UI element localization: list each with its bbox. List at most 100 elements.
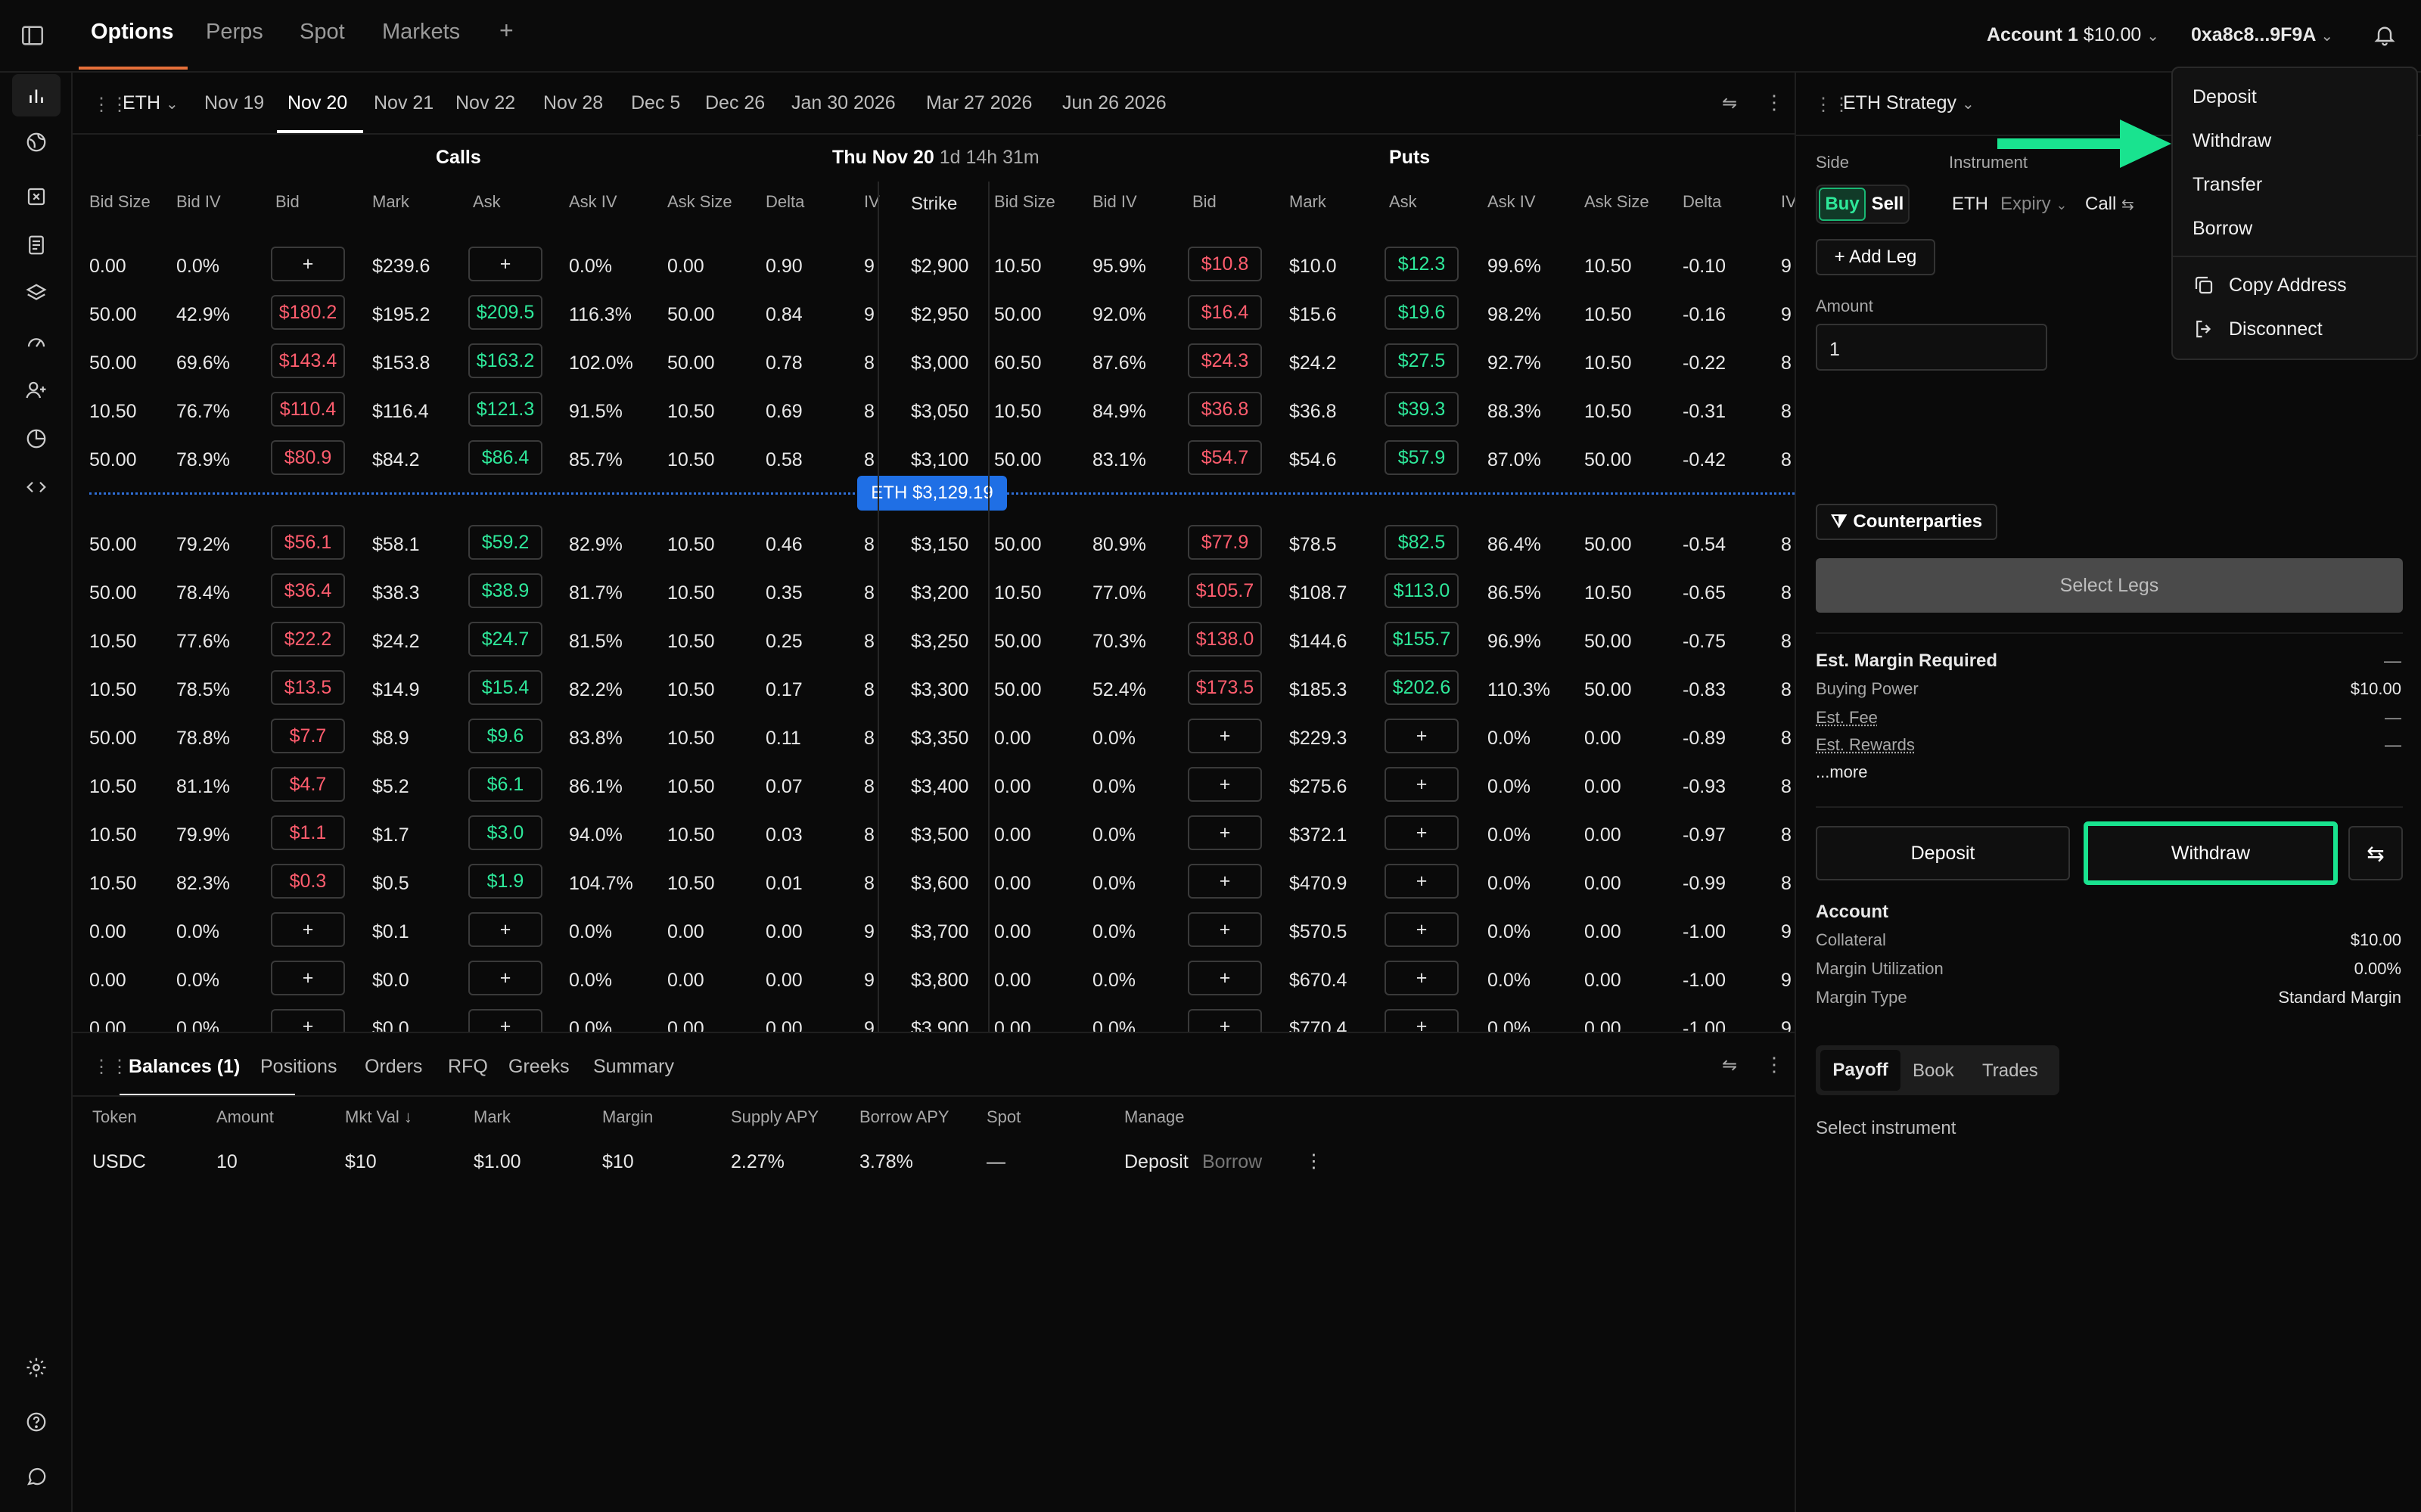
put-ask-button[interactable]: + (1385, 719, 1459, 753)
tab-trades[interactable]: Trades (1982, 1060, 2038, 1082)
call-bid-button[interactable]: $36.4 (271, 573, 345, 608)
put-ask-button[interactable]: $113.0 (1385, 573, 1459, 608)
put-bid-button[interactable]: + (1188, 961, 1262, 995)
call-bid-button[interactable]: $13.5 (271, 670, 345, 705)
add-tab-button[interactable]: + (499, 17, 514, 45)
counterparties-button[interactable]: ⧩ Counterparties (1816, 504, 1997, 540)
expiry-tab[interactable]: Jan 30 2026 (791, 92, 896, 114)
borrow-link[interactable]: Borrow (1202, 1151, 1262, 1173)
add-leg-button[interactable]: + Add Leg (1816, 239, 1935, 275)
tab-book[interactable]: Book (1913, 1060, 1954, 1082)
put-ask-button[interactable]: $39.3 (1385, 392, 1459, 427)
more-vertical-icon[interactable]: ⋮ (1304, 1150, 1323, 1172)
expiry-tab[interactable]: Jun 26 2026 (1062, 92, 1167, 114)
expiry-tab[interactable]: Nov 21 (374, 92, 434, 114)
call-ask-button[interactable]: $24.7 (468, 622, 542, 657)
deposit-button[interactable]: Deposit (1816, 826, 2070, 880)
put-ask-button[interactable]: $19.6 (1385, 295, 1459, 330)
put-bid-button[interactable]: + (1188, 719, 1262, 753)
menu-transfer[interactable]: Transfer (2193, 174, 2262, 196)
call-put-toggle[interactable]: Call ⇆ (2085, 194, 2134, 215)
put-ask-button[interactable]: $12.3 (1385, 247, 1459, 281)
menu-deposit[interactable]: Deposit (2193, 86, 2257, 108)
put-bid-button[interactable]: $105.7 (1188, 573, 1262, 608)
col-mkt-val[interactable]: Mkt Val ↓ (345, 1107, 412, 1127)
call-bid-button[interactable]: $80.9 (271, 440, 345, 475)
call-ask-button[interactable]: $121.3 (468, 392, 542, 427)
put-ask-button[interactable]: $82.5 (1385, 525, 1459, 560)
call-bid-button[interactable]: $143.4 (271, 343, 345, 378)
call-bid-button[interactable]: + (271, 961, 345, 995)
put-ask-button[interactable]: + (1385, 767, 1459, 802)
put-bid-button[interactable]: $77.9 (1188, 525, 1262, 560)
tab-markets[interactable]: Markets (382, 20, 460, 45)
put-bid-button[interactable]: $54.7 (1188, 440, 1262, 475)
put-bid-button[interactable]: + (1188, 815, 1262, 850)
put-bid-button[interactable]: $36.8 (1188, 392, 1262, 427)
x-square-icon[interactable] (12, 175, 61, 218)
tab-rfq[interactable]: RFQ (448, 1056, 488, 1078)
put-bid-button[interactable]: + (1188, 767, 1262, 802)
code-icon[interactable] (12, 466, 61, 508)
put-ask-button[interactable]: $57.9 (1385, 440, 1459, 475)
tab-balances[interactable]: Balances (1) (129, 1056, 240, 1078)
call-ask-button[interactable]: $9.6 (468, 719, 542, 753)
call-bid-button[interactable]: + (271, 912, 345, 947)
tab-payoff[interactable]: Payoff (1820, 1050, 1900, 1091)
put-bid-button[interactable]: $16.4 (1188, 295, 1262, 330)
put-bid-button[interactable]: $10.8 (1188, 247, 1262, 281)
tab-greeks[interactable]: Greeks (508, 1056, 570, 1078)
menu-disconnect[interactable]: Disconnect (2193, 318, 2323, 340)
gauge-icon[interactable] (12, 321, 61, 363)
put-ask-button[interactable]: + (1385, 815, 1459, 850)
put-bid-button[interactable]: + (1188, 912, 1262, 947)
expiry-tab[interactable]: Nov 22 (455, 92, 515, 114)
expiry-tab[interactable]: Mar 27 2026 (926, 92, 1032, 114)
instrument-asset[interactable]: ETH (1952, 194, 1988, 215)
expiry-tab[interactable]: Nov 19 (204, 92, 264, 114)
wallet-selector[interactable]: 0xa8c8...9F9A ⌄ (2191, 24, 2333, 46)
put-ask-button[interactable]: + (1385, 864, 1459, 899)
put-ask-button[interactable]: $27.5 (1385, 343, 1459, 378)
call-ask-button[interactable]: $6.1 (468, 767, 542, 802)
put-ask-button[interactable]: $155.7 (1385, 622, 1459, 657)
tab-summary[interactable]: Summary (593, 1056, 674, 1078)
menu-borrow[interactable]: Borrow (2193, 218, 2252, 240)
call-ask-button[interactable]: $209.5 (468, 295, 542, 330)
chart-icon[interactable] (12, 74, 61, 116)
expiry-tab[interactable]: Nov 28 (543, 92, 603, 114)
add-user-icon[interactable] (12, 369, 61, 411)
call-bid-button[interactable]: $110.4 (271, 392, 345, 427)
call-ask-button[interactable]: $1.9 (468, 864, 542, 899)
select-legs-button[interactable]: Select Legs (1816, 558, 2403, 613)
tab-positions[interactable]: Positions (260, 1056, 337, 1078)
put-bid-button[interactable]: $173.5 (1188, 670, 1262, 705)
call-bid-button[interactable]: $1.1 (271, 815, 345, 850)
call-ask-button[interactable]: $3.0 (468, 815, 542, 850)
call-ask-button[interactable]: + (468, 912, 542, 947)
put-ask-button[interactable]: $202.6 (1385, 670, 1459, 705)
bell-icon[interactable] (2373, 23, 2397, 51)
call-ask-button[interactable]: $86.4 (468, 440, 542, 475)
put-bid-button[interactable]: $138.0 (1188, 622, 1262, 657)
more-vertical-icon[interactable]: ⋮ (1764, 91, 1784, 114)
tab-perps[interactable]: Perps (206, 20, 263, 45)
layers-icon[interactable] (12, 272, 61, 315)
sell-button[interactable]: Sell (1869, 188, 1907, 221)
expiry-tab[interactable]: Dec 5 (631, 92, 680, 114)
expiry-tab[interactable]: Dec 26 (705, 92, 765, 114)
document-icon[interactable] (12, 224, 61, 266)
asset-selector[interactable]: ETH ⌄ (123, 92, 179, 114)
more-link[interactable]: ...more (1816, 762, 1867, 782)
menu-copy-address[interactable]: Copy Address (2193, 274, 2347, 297)
call-ask-button[interactable]: $59.2 (468, 525, 542, 560)
tab-orders[interactable]: Orders (365, 1056, 422, 1078)
tab-spot[interactable]: Spot (300, 20, 345, 45)
call-bid-button[interactable]: $22.2 (271, 622, 345, 657)
call-bid-button[interactable]: $180.2 (271, 295, 345, 330)
call-ask-button[interactable]: $38.9 (468, 573, 542, 608)
filter-settings-icon[interactable]: ⇋ (1722, 92, 1737, 114)
call-ask-button[interactable]: + (468, 1009, 542, 1032)
globe-icon[interactable] (12, 121, 61, 163)
call-ask-button[interactable]: $15.4 (468, 670, 542, 705)
